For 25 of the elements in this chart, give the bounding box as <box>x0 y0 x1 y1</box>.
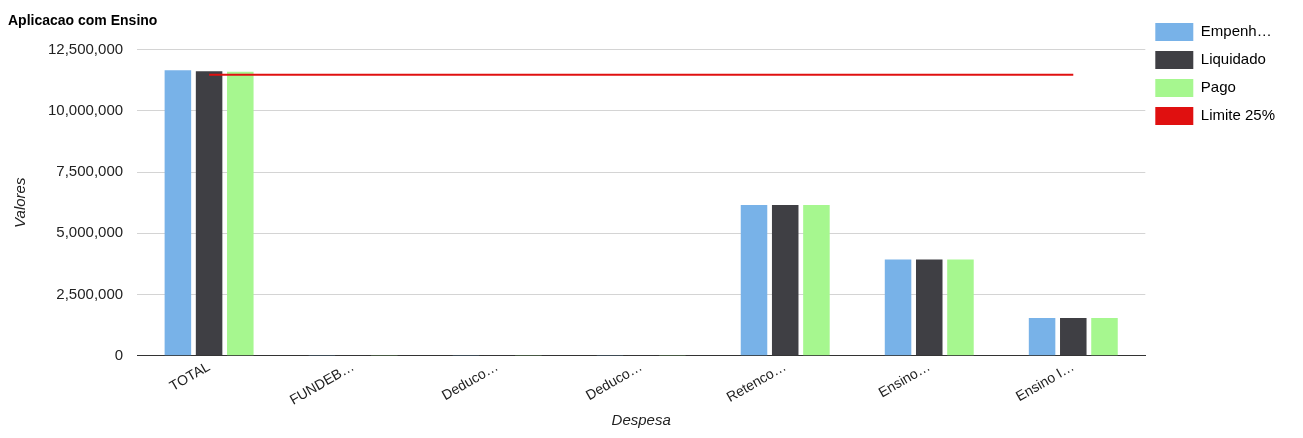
y-tick-label: 5,000,000 <box>56 223 124 241</box>
chart-title: Aplicacao com Ensino <box>8 12 158 29</box>
bar <box>227 71 254 356</box>
y-axis-title: Valores <box>11 177 29 228</box>
x-axis-title: Despesa <box>611 411 671 429</box>
bar <box>1060 317 1087 356</box>
bar <box>884 259 912 356</box>
bar <box>771 204 799 356</box>
legend-label: Limite 25% <box>1200 106 1275 124</box>
bar <box>195 71 223 356</box>
bar <box>164 70 192 356</box>
y-tick-label: 7,500,000 <box>56 162 124 180</box>
legend-label: Liquidado <box>1200 50 1266 68</box>
y-tick-label: 0 <box>114 345 124 363</box>
y-tick-label: 10,000,000 <box>48 101 124 119</box>
bar <box>803 204 830 356</box>
y-tick-label: 2,500,000 <box>56 284 124 302</box>
bar <box>915 259 943 356</box>
bar <box>1028 317 1056 356</box>
legend-label: Pago <box>1200 78 1236 96</box>
bar <box>740 204 768 356</box>
y-tick-label: 12,500,000 <box>48 39 124 57</box>
bar <box>1091 317 1118 356</box>
bar <box>947 259 974 356</box>
legend-label: Empenh… <box>1200 22 1272 40</box>
